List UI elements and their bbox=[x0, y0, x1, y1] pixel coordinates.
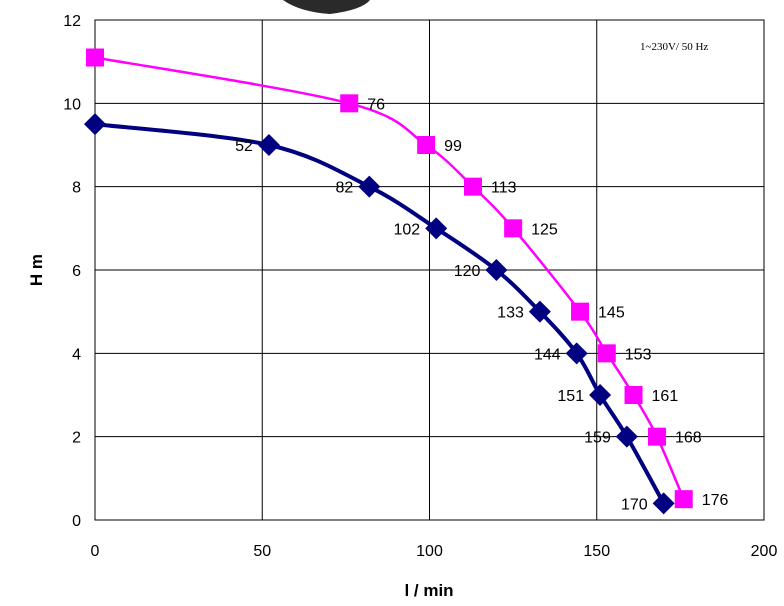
data-label-1-6: 144 bbox=[534, 346, 561, 363]
data-point-1-3 bbox=[425, 217, 448, 240]
data-label-1-8: 159 bbox=[584, 430, 611, 447]
data-point-0-6 bbox=[597, 344, 616, 363]
data-label-1-4: 120 bbox=[454, 263, 481, 280]
data-label-1-7: 151 bbox=[557, 388, 584, 405]
data-point-1-5 bbox=[528, 300, 551, 323]
data-label-1-2: 82 bbox=[335, 180, 353, 197]
data-point-1-4 bbox=[485, 259, 508, 281]
data-label-0-4: 125 bbox=[531, 221, 558, 238]
data-point-0-3 bbox=[463, 177, 482, 196]
data-point-0-0 bbox=[86, 48, 104, 67]
x-axis-title: l / min bbox=[404, 581, 453, 600]
data-point-1-9 bbox=[652, 492, 675, 515]
y-axis-title: H m bbox=[27, 254, 46, 286]
data-point-1-8 bbox=[615, 425, 638, 448]
data-point-0-7 bbox=[624, 386, 643, 404]
data-label-0-2: 99 bbox=[444, 138, 462, 155]
data-label-0-9: 176 bbox=[702, 492, 729, 509]
data-point-0-8 bbox=[647, 427, 666, 446]
data-label-0-5: 145 bbox=[598, 305, 625, 322]
x-tick-label-1: 50 bbox=[253, 543, 271, 560]
data-point-0-5 bbox=[571, 302, 590, 321]
y-tick-label-0: 0 bbox=[72, 513, 81, 530]
series-0: 76 99 113 125 145 153 161 168 176 bbox=[86, 48, 729, 509]
data-label-0-1: 76 bbox=[367, 96, 385, 113]
x-tick-labels: 0 50 100 150 200 bbox=[91, 543, 778, 560]
data-point-1-1 bbox=[257, 134, 280, 156]
data-point-0-1 bbox=[340, 94, 359, 113]
voltage-annotation: 1~230V/ 50 Hz bbox=[640, 41, 708, 53]
data-label-1-9: 170 bbox=[621, 496, 648, 513]
data-label-0-8: 168 bbox=[675, 430, 702, 447]
series: 76 99 113 125 145 153 161 168 176 52 82 102 120 133 14… bbox=[84, 48, 729, 515]
y-tick-label-1: 2 bbox=[72, 430, 81, 447]
data-point-1-2 bbox=[358, 175, 381, 198]
top-decoration bbox=[283, 0, 370, 14]
x-tick-label-3: 150 bbox=[583, 543, 610, 560]
y-tick-label-6: 12 bbox=[63, 13, 81, 30]
data-point-0-9 bbox=[674, 490, 693, 509]
data-label-1-5: 133 bbox=[497, 305, 524, 322]
y-tick-labels: 0 2 4 6 8 10 12 bbox=[63, 13, 81, 530]
data-point-1-6 bbox=[565, 342, 588, 365]
data-label-1-1: 52 bbox=[235, 138, 253, 155]
y-tick-label-3: 6 bbox=[72, 263, 81, 280]
data-point-1-7 bbox=[589, 384, 612, 406]
y-tick-label-2: 4 bbox=[72, 346, 81, 363]
x-tick-label-4: 200 bbox=[751, 543, 778, 560]
data-label-0-6: 153 bbox=[625, 346, 652, 363]
x-tick-label-2: 100 bbox=[416, 543, 443, 560]
data-point-1-0 bbox=[84, 113, 106, 136]
plot-frame bbox=[94, 19, 765, 521]
data-label-1-3: 102 bbox=[393, 221, 420, 238]
data-point-0-4 bbox=[504, 219, 523, 238]
x-tick-label-0: 0 bbox=[91, 543, 100, 560]
data-label-0-3: 113 bbox=[491, 180, 517, 197]
y-tick-label-4: 8 bbox=[72, 180, 81, 197]
data-point-0-2 bbox=[417, 136, 436, 154]
series-1: 52 82 102 120 133 144 151 159 170 bbox=[84, 113, 675, 515]
y-tick-label-5: 10 bbox=[63, 96, 81, 113]
data-label-0-7: 161 bbox=[652, 388, 679, 405]
